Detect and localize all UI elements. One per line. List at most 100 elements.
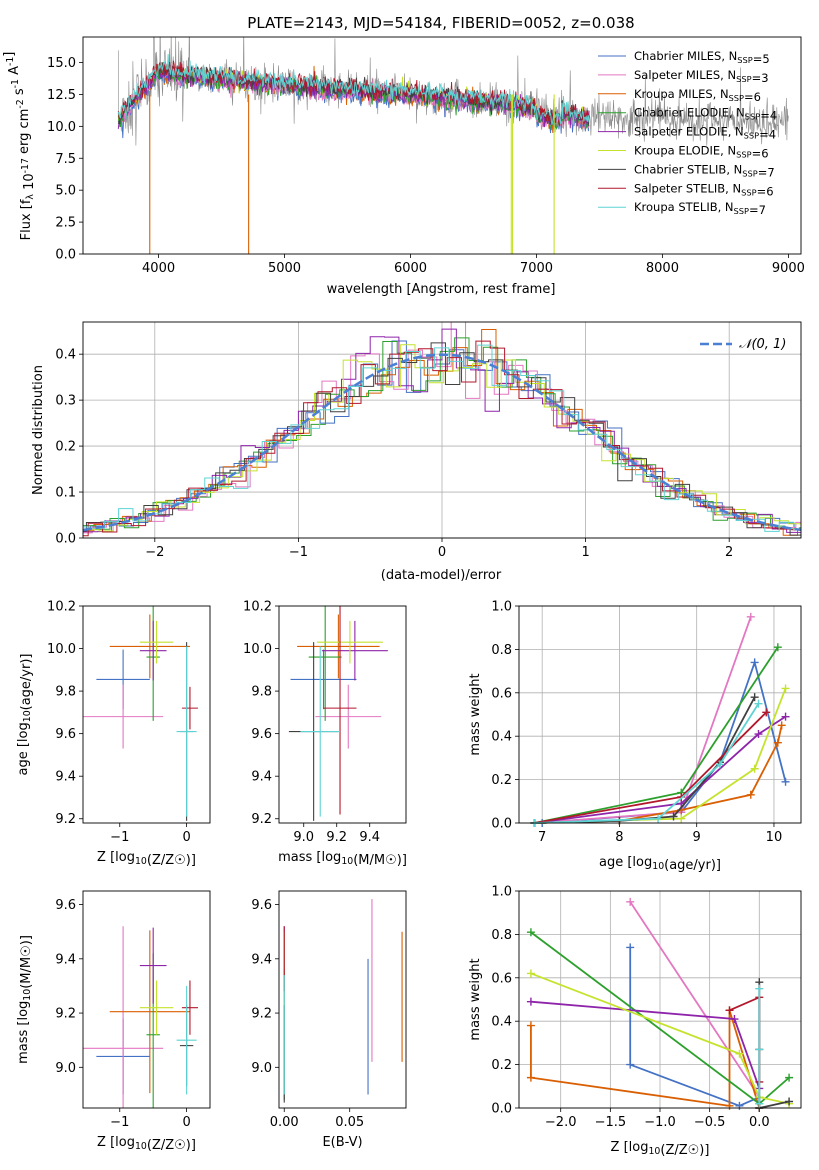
weight-point-marker: [773, 643, 782, 652]
axes-frame: [82, 890, 211, 1109]
x-tick-label: −1: [289, 545, 308, 560]
mass-vs-ebv-panel: 0.00 0.05 9.0 9.2 9.4 9.6 E(B-V): [251, 890, 407, 1150]
y-tick-label: 0.2: [491, 773, 512, 788]
y-tick-label: 9.4: [55, 952, 76, 967]
weight-point-marker: [777, 721, 786, 730]
y-tick-label: 7.5: [55, 152, 76, 167]
legend-entry-script: SSP: [737, 55, 752, 65]
age-vs-mass-panel: 9.0 9.2 9.4 9.2 9.4 9.6 9.8 10.0 10.2 mass [log10…: [243, 600, 407, 869]
y-tick-label: 0.2: [55, 440, 76, 455]
y-tick-label: 0.4: [491, 730, 512, 745]
y-tick-label: 9.4: [55, 770, 76, 785]
residual-histogram: [83, 344, 801, 532]
x-tick-label: 9.0: [293, 830, 314, 845]
legend-entry-part: =5: [753, 52, 770, 66]
x-tick-label: 9.4: [359, 830, 380, 845]
weight-point-marker: [669, 812, 678, 821]
x-axis-label-script: 10: [135, 1141, 147, 1152]
y-tick-label: 0.1: [55, 486, 76, 501]
weight-point-marker: [762, 708, 771, 717]
residual-histogram: [83, 340, 801, 537]
x-axis-label-script: 10: [135, 856, 147, 867]
x-tick-label: 2: [725, 545, 733, 560]
legend-entry-part: Kroupa STELIB, N: [634, 200, 734, 214]
axes-frame: [518, 890, 802, 1109]
y-tick-label: 15.0: [47, 56, 76, 71]
y-axis-label-script: -17: [20, 158, 31, 173]
y-axis-label-script: -1: [5, 57, 16, 66]
x-axis-label: mass [log10(M/M☉)]: [278, 850, 407, 868]
x-tick-label: −0.5: [694, 1115, 726, 1130]
weight-point-marker: [750, 764, 759, 773]
x-axis-label-part: (Z/Z☉)]: [660, 1143, 709, 1158]
weight-series-line: [530, 1010, 761, 1109]
y-tick-label: 0.4: [55, 348, 76, 363]
legend-entry: Kroupa MILES, NSSP=6: [634, 87, 761, 104]
y-axis-label-part: Normed distribution: [31, 365, 46, 495]
normal-reference-curve: [82, 353, 802, 532]
x-tick-label: 10: [766, 830, 783, 845]
y-tick-label: 12.5: [47, 88, 76, 103]
y-axis-label-script: -2: [15, 99, 26, 108]
weight-series-line: [629, 947, 761, 1108]
legend-entry: Salpeter ELODIE, NSSP=4: [634, 125, 776, 142]
axes-frame: [278, 890, 407, 1109]
residual-histogram: [83, 337, 801, 530]
x-tick-label: −1: [110, 1115, 129, 1130]
weight-point-marker: [654, 814, 663, 823]
legend-entry-script: SSP: [745, 112, 760, 122]
y-axis-label-part: age [log: [16, 722, 31, 775]
y-tick-label: 1.0: [491, 885, 512, 900]
legend-entry-script: SSP: [734, 206, 749, 216]
x-axis-label-part: (data-model)/error: [381, 568, 502, 583]
x-tick-label: 0.0: [749, 1115, 770, 1130]
weight-point-marker: [773, 738, 782, 747]
x-axis-label-part: (Z/Z☉)]: [147, 1138, 196, 1153]
residual-histogram: [83, 322, 801, 534]
x-tick-label: 5000: [268, 261, 301, 276]
y-tick-label: 9.2: [251, 812, 272, 827]
x-tick-label: 6000: [394, 261, 427, 276]
legend-entry: Kroupa ELODIE, NSSP=6: [634, 144, 769, 161]
y-axis-label: mass [log10(M/M☉)]: [16, 935, 34, 1064]
legend-entry-part: =3: [752, 71, 769, 85]
legend-entry-script: SSP: [736, 150, 751, 160]
y-axis-label: Normed distribution: [31, 365, 46, 495]
weight-point-marker: [526, 1021, 535, 1030]
weight-series-line: [534, 703, 760, 824]
legend-entry-part: Chabrier ELODIE, N: [634, 106, 745, 120]
weight-point-marker: [750, 693, 759, 702]
x-axis-label: wavelength [Angstrom, rest frame]: [327, 282, 556, 297]
x-tick-label: 1: [581, 545, 589, 560]
legend-entry-part: Kroupa MILES, N: [634, 87, 729, 101]
weight-point-marker: [526, 1073, 535, 1082]
weight-series-line: [530, 972, 790, 1105]
axes-frame: [278, 605, 407, 824]
x-axis-label-part: (Z/Z☉)]: [147, 853, 196, 868]
y-axis-label: mass weight: [468, 673, 483, 755]
weight-point-marker: [746, 612, 755, 621]
weight-series-line: [534, 616, 752, 824]
weight-point-marker: [755, 1045, 764, 1054]
y-tick-label: 5.0: [55, 184, 76, 199]
y-axis-label-script: 10: [22, 989, 33, 1001]
legend-entry-script: SSP: [729, 93, 744, 103]
x-axis-label-part: (M/M☉)]: [353, 853, 407, 868]
legend-entry-part: Chabrier STELIB, N: [634, 162, 742, 176]
weight-series-line: [729, 995, 761, 1082]
y-axis-label-part: 10: [22, 173, 37, 194]
x-axis-label-script: 10: [652, 861, 664, 872]
x-axis-label: Z [log10(Z/Z☉)]: [611, 1140, 710, 1158]
x-axis-label-part: age [log: [599, 855, 652, 870]
y-tick-label: 0.8: [491, 643, 512, 658]
x-axis-label-part: Z [log: [97, 850, 135, 865]
weight-series-line: [758, 982, 790, 1110]
residuals-panel: −2 −1 0 1 2 0.0 0.1 0.2 0.3 0.4 𝒩(0, 1) (data-model…: [31, 321, 802, 583]
x-tick-label: 7000: [520, 261, 553, 276]
y-tick-label: 0.3: [55, 394, 76, 409]
y-axis-label: age [log10(age/yr)]: [16, 654, 34, 776]
y-tick-label: 1.0: [491, 600, 512, 615]
y-tick-label: 0.0: [491, 1102, 512, 1117]
x-tick-label: 0: [438, 545, 446, 560]
legend-entry-part: =6: [752, 147, 769, 161]
